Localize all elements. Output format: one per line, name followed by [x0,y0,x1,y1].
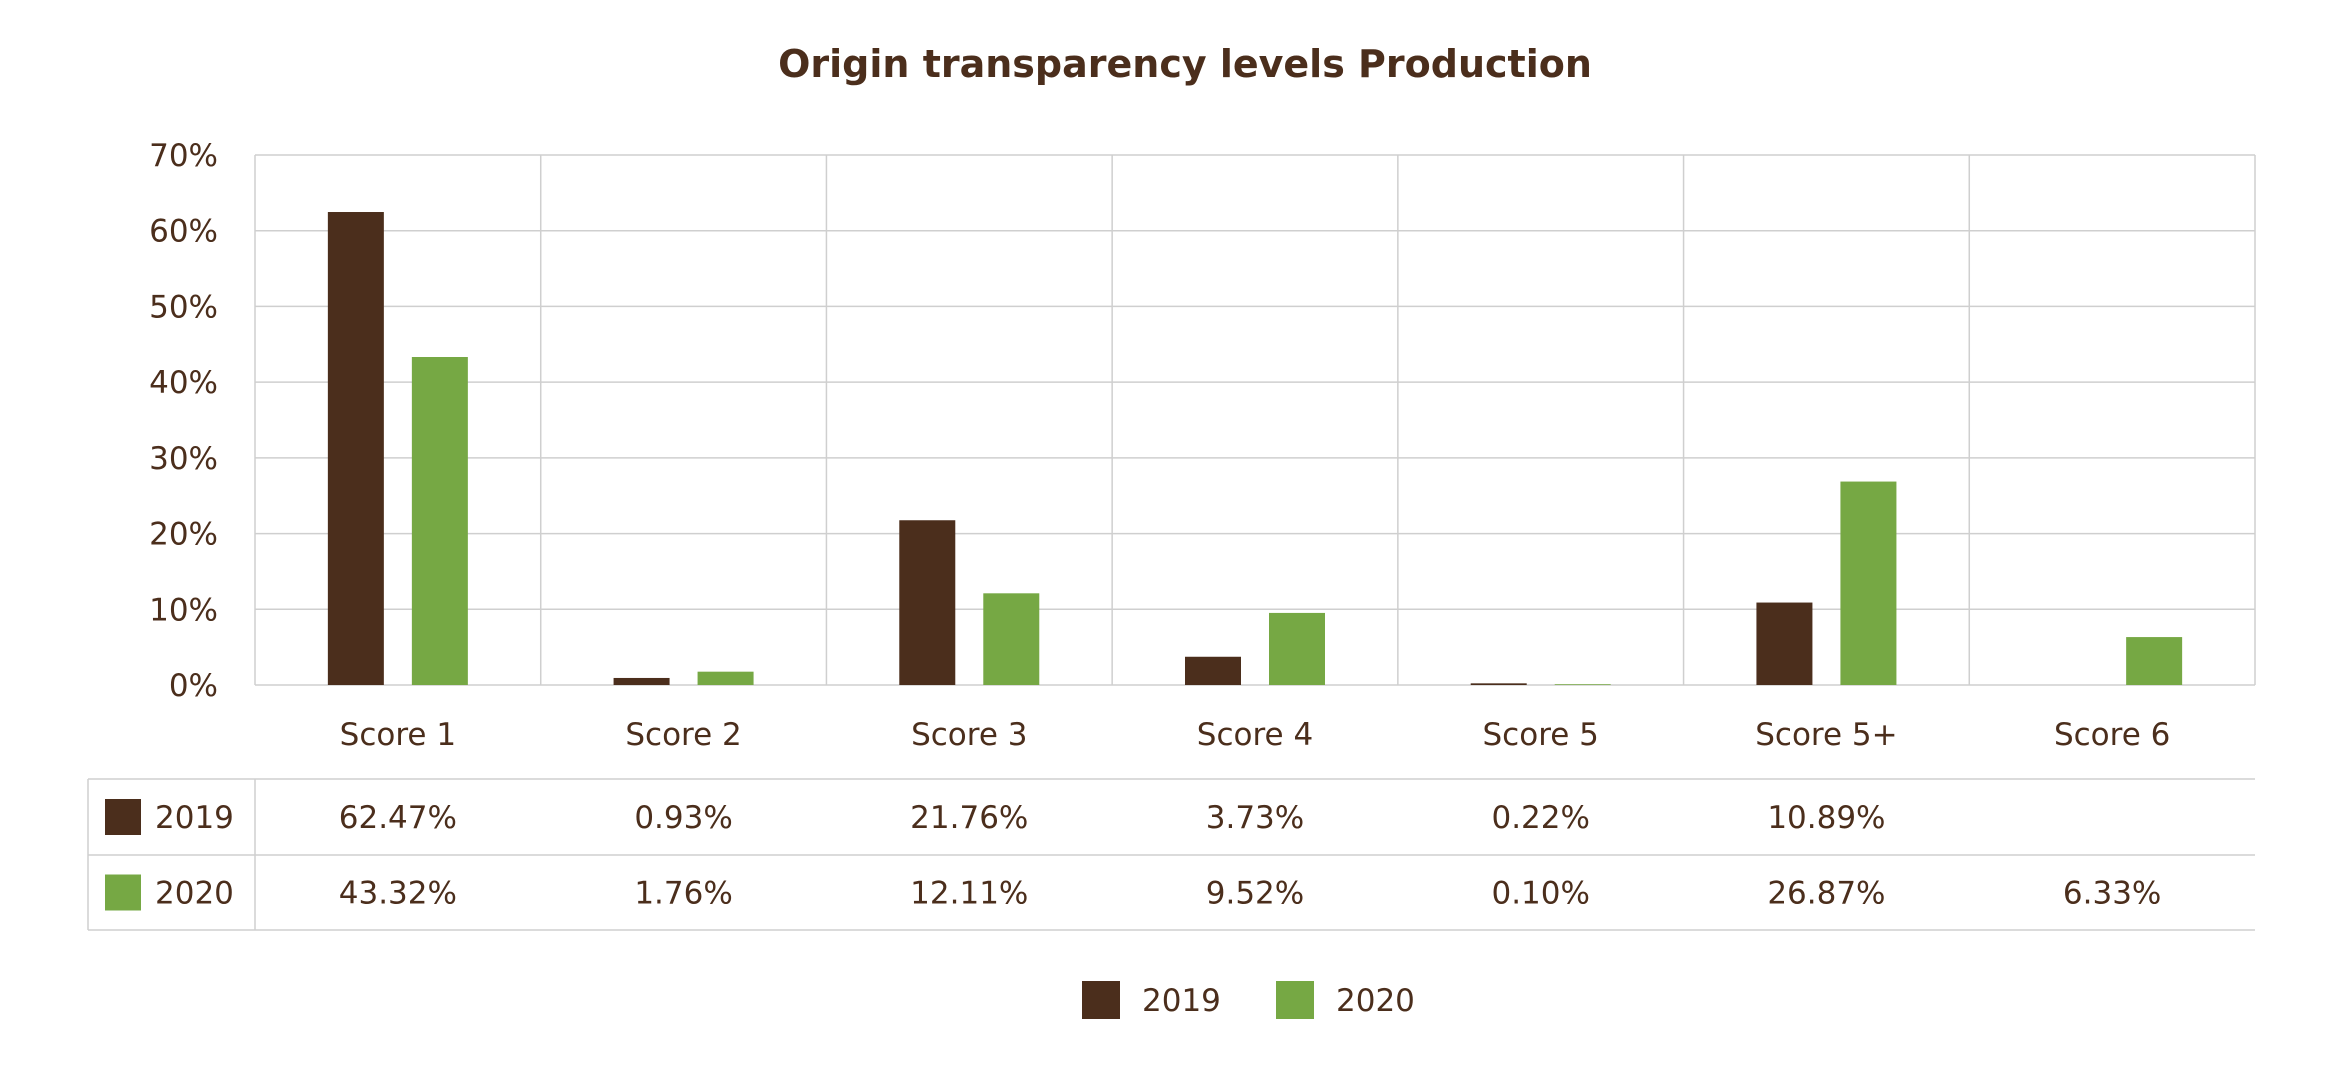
bars [327,212,2183,685]
table-series-swatch [105,874,141,911]
table-cell: 62.47% [339,800,457,836]
bar-2019-score-4 [1185,656,1241,685]
table-cell: 43.32% [339,876,457,912]
table-series-name: 2019 [155,800,234,836]
legend-label: 2019 [1142,983,1221,1019]
table-cell: 0.10% [1491,876,1589,912]
legend: 2019 2020 [1082,981,1415,1019]
y-tick-label: 30% [149,441,218,477]
table-series-swatch [105,799,141,835]
y-tick-label: 40% [149,365,218,401]
bar-2020-score-5- [1840,481,1897,685]
bar-2020-score-5 [1554,684,1611,685]
table-cell: 10.89% [1767,800,1885,836]
bar-2020-score-6 [2126,637,2183,685]
table-cell: 12.11% [910,876,1028,912]
x-tick-label: Score 6 [2054,717,2170,753]
table-cell: 0.93% [634,800,732,836]
x-tick-label: Score 1 [340,717,456,753]
table-series-name: 2020 [155,876,234,912]
x-tick-label: Score 5+ [1755,717,1897,753]
chart-title: Origin transparency levels Production [778,42,1592,86]
legend-swatch [1276,981,1314,1019]
legend-item-2019: 2019 [1082,981,1221,1019]
table-cell: 26.87% [1767,876,1885,912]
x-tick-label: Score 3 [911,717,1027,753]
y-tick-label: 10% [149,592,218,628]
y-tick-label: 70% [149,138,218,174]
bar-2020-score-3 [983,593,1040,685]
legend-item-2020: 2020 [1276,981,1415,1019]
bar-2019-score-2 [613,677,670,685]
bar-2019-score-5 [1470,683,1527,685]
table-cell: 6.33% [2063,876,2161,912]
y-axis: 0% 10% 20% 30% 40% 50% 60% 70% [149,138,218,704]
table-cell: 3.73% [1206,800,1304,836]
data-table: 2019 62.47% 0.93% 21.76% 3.73% 0.22% 10.89% 202… [87,778,2255,931]
table-row: 2019 62.47% 0.93% 21.76% 3.73% 0.22% 10.89% [105,799,1886,836]
x-tick-label: Score 5 [1483,717,1599,753]
plot-grid [254,154,2256,686]
bar-2019-score-1 [327,212,384,685]
bar-2019-score-3 [899,520,956,685]
table-cell: 21.76% [910,800,1028,836]
x-tick-label: Score 2 [625,717,741,753]
y-tick-label: 50% [149,289,218,325]
table-row: 2020 43.32% 1.76% 12.11% 9.52% 0.10% 26.87% 6.3… [105,874,2161,912]
y-tick-label: 20% [149,517,218,553]
legend-swatch [1082,981,1120,1019]
table-cell: 0.22% [1491,800,1589,836]
legend-label: 2020 [1336,983,1415,1019]
bar-2020-score-4 [1269,612,1325,685]
x-tick-label: Score 4 [1197,717,1313,753]
bar-2020-score-1 [411,357,468,685]
y-tick-label: 0% [169,668,218,704]
bar-2020-score-2 [697,671,754,685]
bar-2019-score-5- [1756,602,1813,685]
y-tick-label: 60% [149,214,218,250]
x-axis: Score 1 Score 2 Score 3 Score 4 Score 5 Score… [340,717,2171,753]
table-cell: 9.52% [1206,876,1304,912]
table-cell: 1.76% [634,876,732,912]
